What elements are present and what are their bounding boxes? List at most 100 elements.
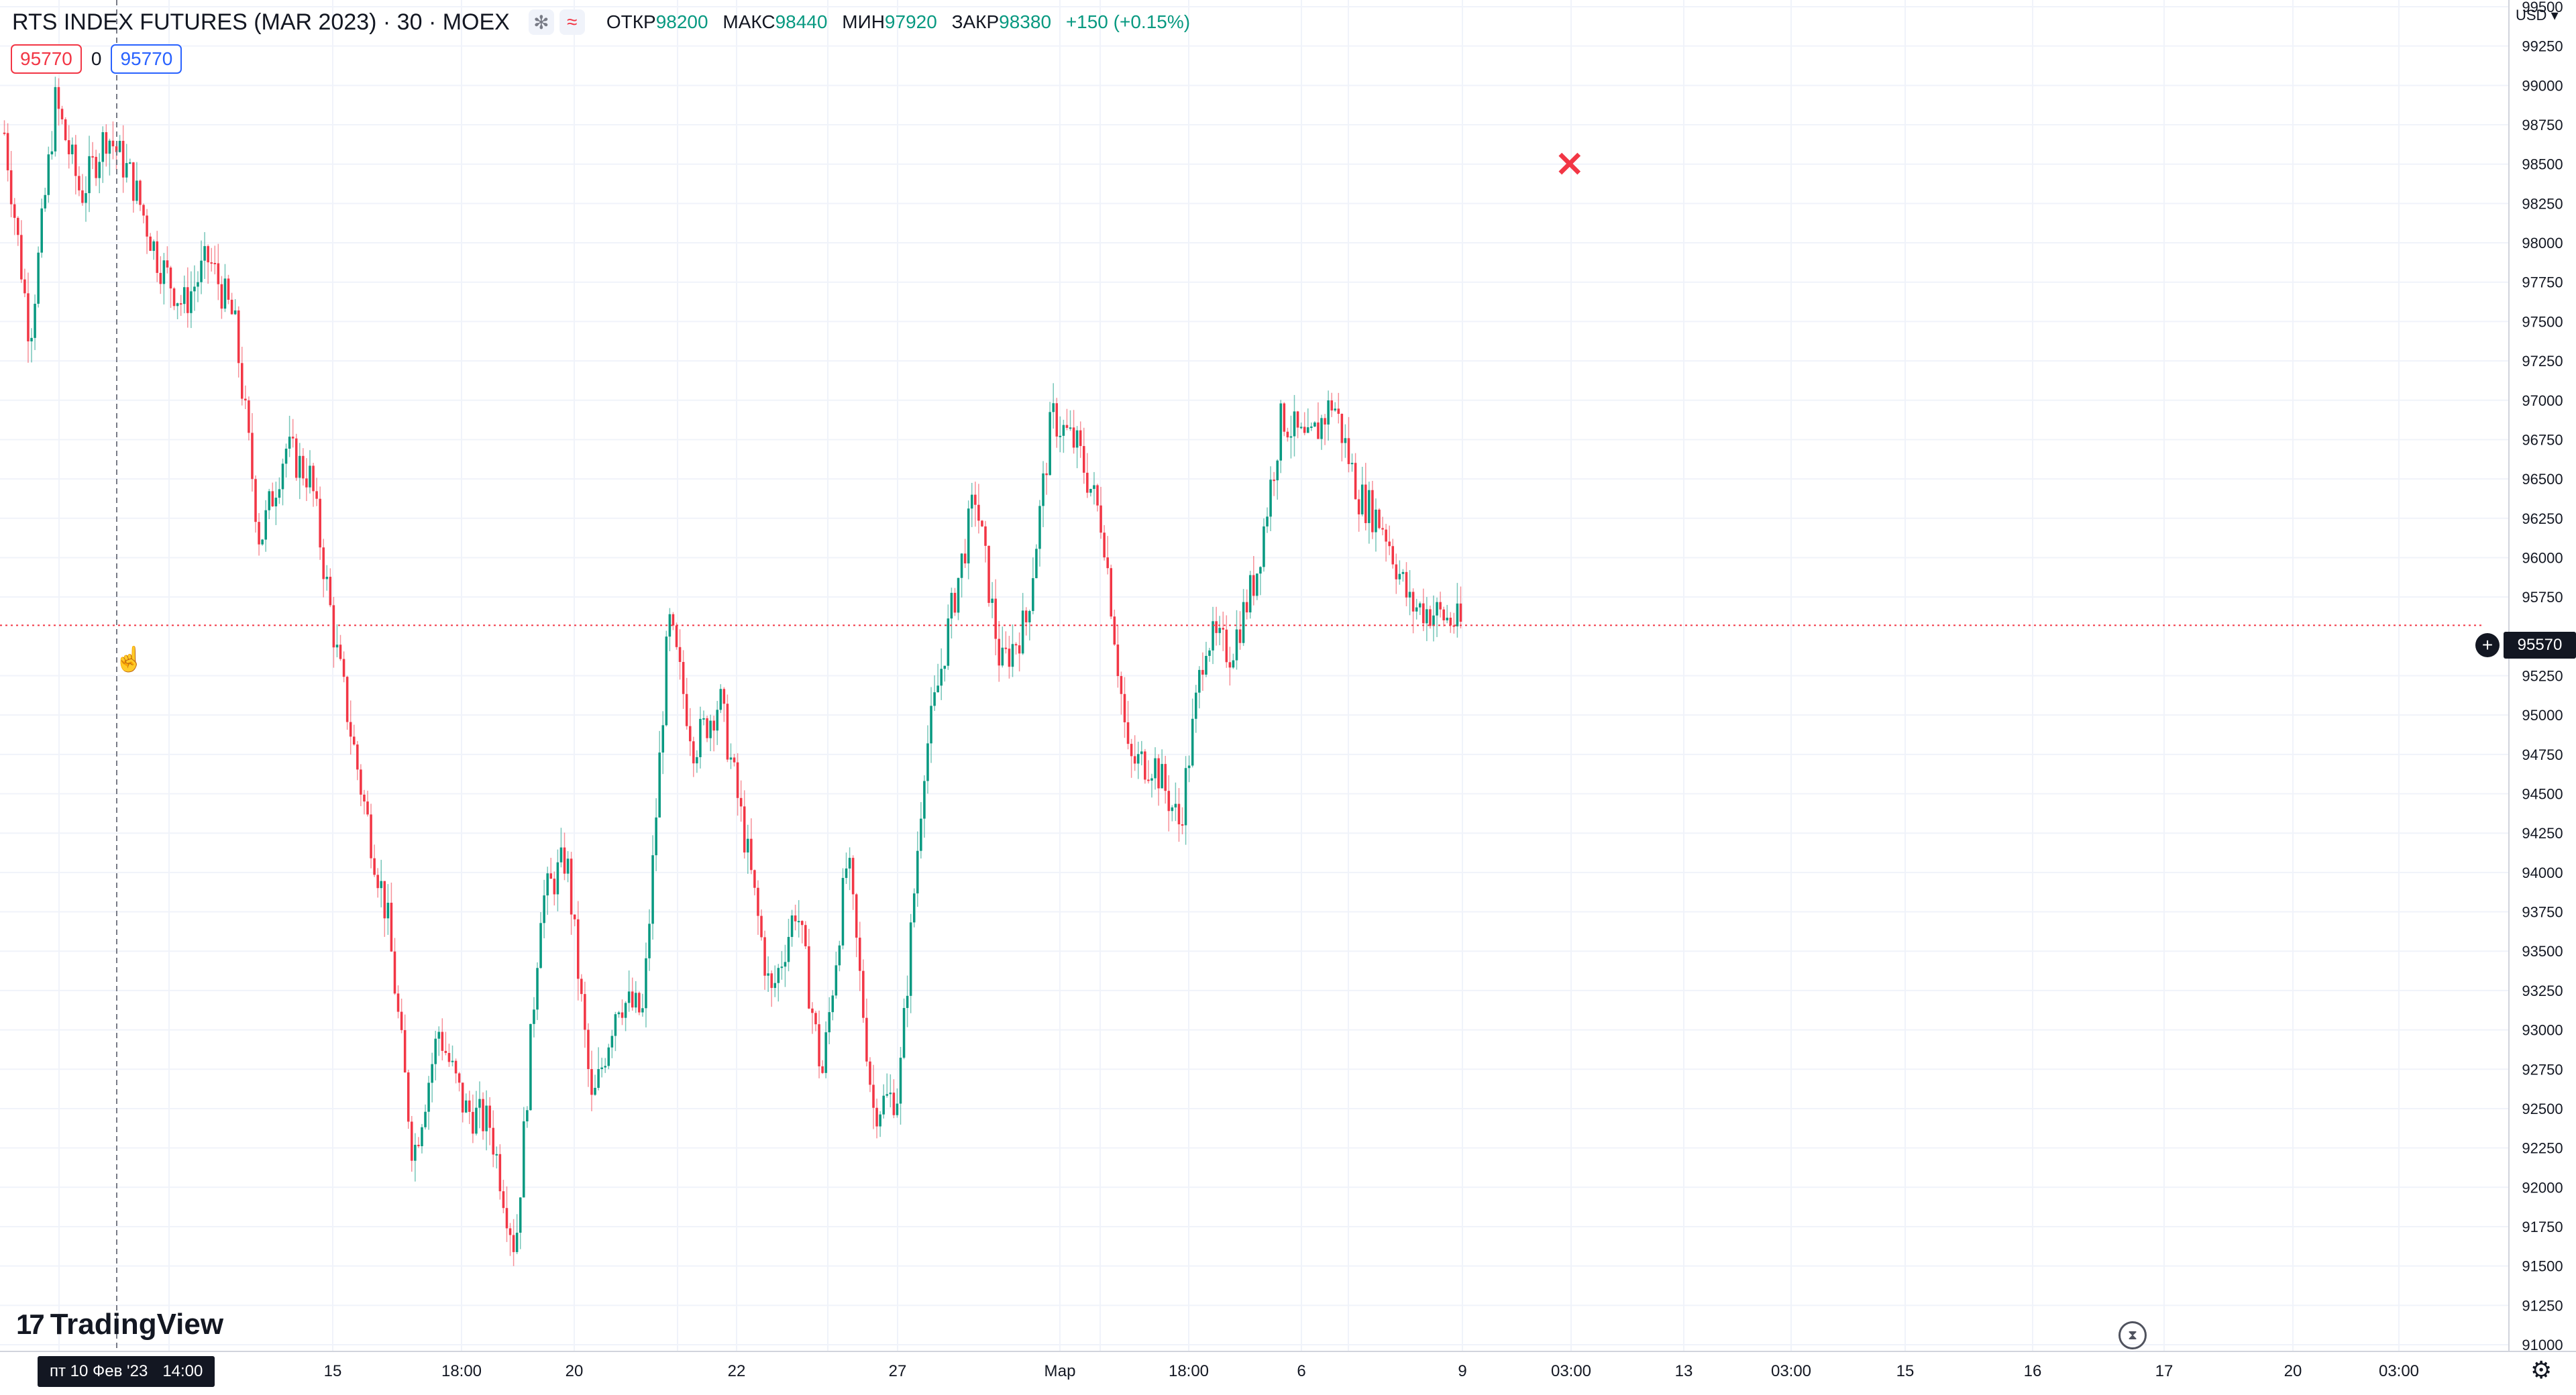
candle-body bbox=[1405, 571, 1408, 598]
price-tick-label: 97000 bbox=[2522, 392, 2563, 409]
price-tick-label: 99500 bbox=[2522, 0, 2563, 15]
hourglass-icon[interactable]: ⧗ bbox=[2118, 1321, 2147, 1349]
candle-body bbox=[407, 1072, 410, 1122]
low-value: 97920 bbox=[884, 11, 937, 32]
candle-body bbox=[264, 510, 267, 540]
candle-body bbox=[1167, 791, 1171, 812]
tradingview-logo[interactable]: 17 TradingView bbox=[16, 1308, 223, 1341]
currency-selector[interactable]: USD ▾ bbox=[2516, 7, 2559, 24]
candle-body bbox=[1388, 541, 1391, 547]
candle-body bbox=[57, 87, 60, 109]
candle-body bbox=[556, 862, 559, 895]
candle-body bbox=[668, 614, 672, 637]
candle-body bbox=[675, 625, 678, 647]
candle-body bbox=[869, 1061, 871, 1085]
candle-body bbox=[1144, 751, 1146, 780]
candle-body bbox=[414, 1144, 417, 1161]
candle-body bbox=[1235, 629, 1238, 661]
candle-body bbox=[692, 741, 695, 764]
price-axis[interactable]: 99500 99250 99000 98750 98500 98250 98000 97750… bbox=[2522, 0, 2563, 1353]
candle-body bbox=[1212, 621, 1214, 651]
candle-body bbox=[136, 180, 138, 201]
candle-body bbox=[13, 204, 16, 218]
symbol-title[interactable]: RTS INDEX FUTURES (MAR 2023) · 30 · MOEX bbox=[12, 9, 510, 35]
buy-button[interactable]: 95770 bbox=[111, 44, 182, 74]
candle-body bbox=[186, 287, 189, 313]
candle-body bbox=[747, 838, 749, 853]
candle-body bbox=[1375, 509, 1377, 533]
approx-icon[interactable]: ≈ bbox=[559, 9, 585, 35]
candle-body bbox=[906, 995, 909, 1008]
hand-cursor-icon: ☝ bbox=[114, 645, 144, 673]
candle-body bbox=[508, 1228, 512, 1235]
price-tick-label: 98000 bbox=[2522, 235, 2563, 252]
sell-button[interactable]: 95770 bbox=[11, 44, 82, 74]
candle-body bbox=[1293, 411, 1296, 437]
price-tick-label: 91750 bbox=[2522, 1219, 2563, 1235]
candle-body bbox=[434, 1038, 437, 1064]
high-label: МАКС bbox=[722, 11, 775, 32]
time-tick-label: 20 bbox=[566, 1362, 584, 1380]
candle-body bbox=[835, 965, 838, 996]
candle-body bbox=[824, 1032, 827, 1073]
candle-body bbox=[963, 553, 967, 564]
candle-body bbox=[821, 1066, 824, 1073]
candle-body bbox=[312, 465, 315, 492]
candle-body bbox=[1442, 609, 1445, 620]
candle-body bbox=[139, 180, 142, 205]
candle-body bbox=[916, 850, 919, 894]
candle-body bbox=[105, 132, 108, 154]
candle-body bbox=[760, 915, 763, 938]
price-tick-label: 91500 bbox=[2522, 1258, 2563, 1275]
candle-body bbox=[729, 757, 733, 760]
candle-body bbox=[363, 794, 366, 802]
candle-body bbox=[464, 1100, 468, 1113]
candle-body bbox=[1391, 546, 1395, 565]
candle-body bbox=[274, 498, 278, 506]
candle-body bbox=[709, 720, 712, 738]
candle-body bbox=[1205, 655, 1208, 675]
candle-body bbox=[118, 141, 121, 152]
time-axis[interactable]: 15 18:00 20 22 27 Мар 18:00 6 9 03:00 13 03:00 15 16 1… bbox=[324, 1362, 2419, 1380]
candle-body bbox=[1035, 549, 1038, 579]
candle-body bbox=[1398, 573, 1401, 579]
price-tick-label: 94500 bbox=[2522, 786, 2563, 803]
candle-body bbox=[617, 1012, 621, 1015]
candle-body bbox=[319, 498, 321, 548]
snowflake-icon[interactable]: ✻ bbox=[528, 9, 554, 35]
candle-body bbox=[699, 718, 702, 757]
candle-body bbox=[712, 720, 715, 731]
candle-body bbox=[237, 310, 240, 364]
gear-icon[interactable]: ⚙ bbox=[2530, 1356, 2553, 1384]
candle-body bbox=[95, 156, 97, 178]
last-price-tag[interactable]: + 95570 bbox=[2475, 632, 2576, 659]
candle-body bbox=[1286, 431, 1289, 438]
price-tick-label: 96750 bbox=[2522, 431, 2563, 448]
candle-body bbox=[912, 893, 916, 923]
candle-body bbox=[627, 991, 631, 1003]
candle-body bbox=[451, 1060, 454, 1062]
low-label: МИН bbox=[842, 11, 885, 32]
close-icon[interactable]: ✕ bbox=[1555, 146, 1585, 184]
candle-body bbox=[573, 914, 576, 919]
tradingview-mark-icon: 17 bbox=[16, 1308, 45, 1340]
candle-body bbox=[777, 968, 780, 983]
candle-body bbox=[294, 438, 298, 478]
candle-body bbox=[1123, 693, 1126, 722]
candle-body bbox=[875, 1107, 878, 1127]
candle-body bbox=[50, 151, 54, 155]
candle-body bbox=[376, 875, 379, 889]
price-tick-label: 93750 bbox=[2522, 904, 2563, 921]
candle-body bbox=[383, 881, 386, 919]
price-tick-label: 96500 bbox=[2522, 471, 2563, 488]
candle-body bbox=[1222, 628, 1225, 630]
candle-body bbox=[1028, 611, 1031, 622]
plus-icon[interactable]: + bbox=[2475, 633, 2500, 657]
candle-body bbox=[1103, 533, 1106, 558]
candle-body bbox=[458, 1073, 461, 1083]
candle-body bbox=[1381, 528, 1384, 530]
candle-body bbox=[519, 1197, 522, 1233]
candle-body bbox=[926, 743, 929, 781]
candle-body bbox=[981, 520, 983, 526]
